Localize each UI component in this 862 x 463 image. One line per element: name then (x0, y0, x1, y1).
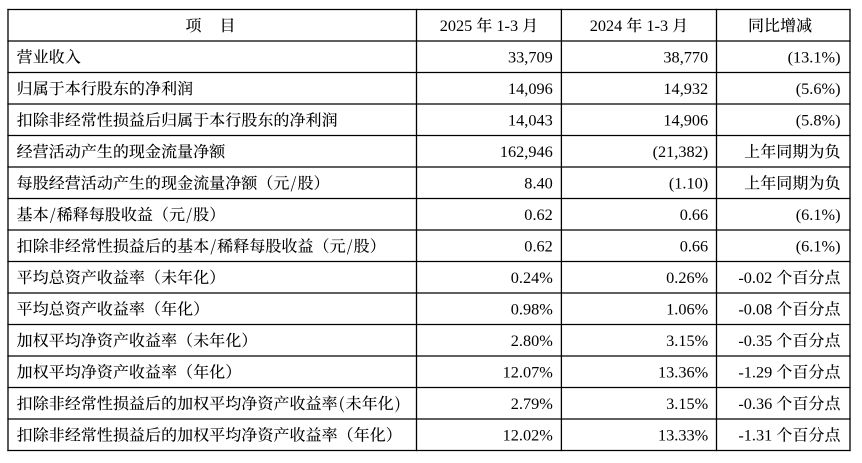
svg-text:13.33%: 13.33% (658, 425, 708, 444)
svg-text:12.07%: 12.07% (503, 362, 553, 381)
svg-text:8.40: 8.40 (524, 173, 553, 192)
svg-text:0.66: 0.66 (680, 236, 709, 255)
svg-text:2.79%: 2.79% (511, 394, 553, 413)
svg-text:0.62: 0.62 (524, 236, 553, 255)
svg-text:1-3: 1-3 (496, 16, 518, 35)
svg-text:1.06%: 1.06% (666, 299, 708, 318)
svg-text:(21,382): (21,382) (653, 142, 709, 161)
svg-text:0.26%: 0.26% (666, 268, 708, 287)
svg-text:2.80%: 2.80% (511, 331, 553, 350)
svg-text:(5.8%): (5.8%) (796, 111, 841, 130)
svg-text:2025: 2025 (440, 16, 473, 35)
svg-text:(6.1%): (6.1%) (796, 205, 841, 224)
svg-text:14,906: 14,906 (663, 111, 708, 130)
svg-text:14,932: 14,932 (663, 79, 708, 98)
svg-text:-0.36: -0.36 (738, 394, 772, 413)
svg-text:-0.35: -0.35 (738, 331, 772, 350)
svg-text:(1.10): (1.10) (669, 173, 708, 192)
svg-text:0.66: 0.66 (680, 205, 709, 224)
svg-text:0.98%: 0.98% (511, 299, 553, 318)
svg-text:1-3: 1-3 (646, 16, 668, 35)
svg-text:-1.31: -1.31 (738, 425, 772, 444)
svg-text:0.24%: 0.24% (511, 268, 553, 287)
svg-text:-0.02: -0.02 (738, 268, 772, 287)
svg-text:12.02%: 12.02% (503, 425, 553, 444)
svg-text:0.62: 0.62 (524, 205, 553, 224)
svg-text:38,770: 38,770 (663, 48, 708, 67)
svg-text:-1.29: -1.29 (738, 362, 772, 381)
svg-text:3.15%: 3.15% (666, 331, 708, 350)
svg-text:3.15%: 3.15% (666, 394, 708, 413)
svg-text:162,946: 162,946 (500, 142, 553, 161)
svg-text:(6.1%): (6.1%) (796, 236, 841, 255)
svg-text:13.36%: 13.36% (658, 362, 708, 381)
svg-text:-0.08: -0.08 (738, 299, 772, 318)
svg-text:(5.6%): (5.6%) (796, 79, 841, 98)
svg-text:14,043: 14,043 (508, 111, 553, 130)
svg-text:(13.1%): (13.1%) (788, 48, 841, 67)
svg-text:14,096: 14,096 (508, 79, 553, 98)
svg-text:2024: 2024 (590, 16, 623, 35)
svg-text:33,709: 33,709 (508, 48, 553, 67)
